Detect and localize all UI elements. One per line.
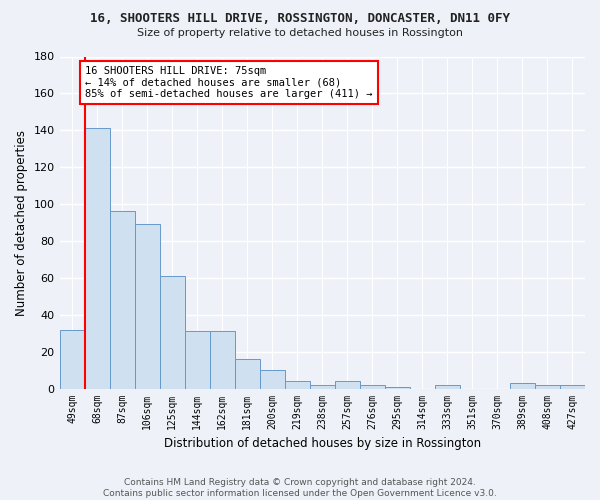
Text: 16, SHOOTERS HILL DRIVE, ROSSINGTON, DONCASTER, DN11 0FY: 16, SHOOTERS HILL DRIVE, ROSSINGTON, DON…: [90, 12, 510, 26]
Bar: [185, 332, 209, 388]
X-axis label: Distribution of detached houses by size in Rossington: Distribution of detached houses by size …: [164, 437, 481, 450]
Bar: [209, 332, 235, 388]
Bar: [134, 224, 160, 388]
Bar: [160, 276, 185, 388]
Bar: [535, 385, 560, 388]
Text: Contains HM Land Registry data © Crown copyright and database right 2024.
Contai: Contains HM Land Registry data © Crown c…: [103, 478, 497, 498]
Bar: [235, 359, 260, 388]
Bar: [435, 385, 460, 388]
Bar: [59, 330, 85, 388]
Y-axis label: Number of detached properties: Number of detached properties: [15, 130, 28, 316]
Bar: [510, 383, 535, 388]
Bar: [385, 386, 410, 388]
Bar: [310, 385, 335, 388]
Bar: [110, 212, 134, 388]
Text: Size of property relative to detached houses in Rossington: Size of property relative to detached ho…: [137, 28, 463, 38]
Text: 16 SHOOTERS HILL DRIVE: 75sqm
← 14% of detached houses are smaller (68)
85% of s: 16 SHOOTERS HILL DRIVE: 75sqm ← 14% of d…: [85, 66, 373, 99]
Bar: [335, 381, 360, 388]
Bar: [560, 385, 585, 388]
Bar: [360, 385, 385, 388]
Bar: [285, 381, 310, 388]
Bar: [85, 128, 110, 388]
Bar: [260, 370, 285, 388]
